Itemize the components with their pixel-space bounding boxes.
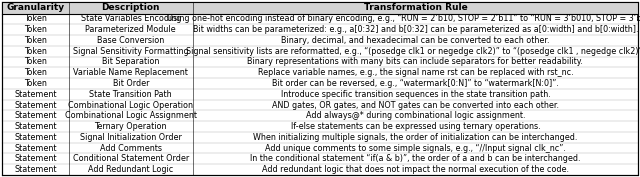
- Text: Signal Initialization Order: Signal Initialization Order: [80, 133, 182, 142]
- Text: In the conditional statement “if(a & b)”, the order of a and b can be interchang: In the conditional statement “if(a & b)”…: [250, 154, 580, 163]
- Text: Statement: Statement: [14, 111, 57, 120]
- Text: Token: Token: [24, 79, 47, 88]
- Text: Statement: Statement: [14, 144, 57, 153]
- Text: Add unique comments to some simple signals, e.g., “//Input signal clk_nc”.: Add unique comments to some simple signa…: [265, 144, 566, 153]
- Text: Token: Token: [24, 58, 47, 66]
- Text: State Variables Encoding: State Variables Encoding: [81, 14, 181, 23]
- Text: Combinational Logic Operation: Combinational Logic Operation: [68, 101, 193, 110]
- Text: Statement: Statement: [14, 90, 57, 99]
- Text: Add Comments: Add Comments: [100, 144, 162, 153]
- Text: State Transition Path: State Transition Path: [90, 90, 172, 99]
- Text: Replace variable names, e.g., the signal name rst can be replaced with rst_nc.: Replace variable names, e.g., the signal…: [257, 68, 573, 77]
- Text: AND gates, OR gates, and NOT gates can be converted into each other.: AND gates, OR gates, and NOT gates can b…: [272, 101, 559, 110]
- Text: Add Redundant Logic: Add Redundant Logic: [88, 165, 173, 174]
- Text: Transformation Rule: Transformation Rule: [364, 3, 467, 12]
- Text: Signal Sensitivity Formatting: Signal Sensitivity Formatting: [73, 47, 189, 56]
- Text: Signal sensitivity lists are reformatted, e.g., “(posedge clk1 or negedge clk2)”: Signal sensitivity lists are reformatted…: [186, 47, 640, 56]
- Text: Introduce specific transition sequences in the state transition path.: Introduce specific transition sequences …: [280, 90, 550, 99]
- Text: Base Conversion: Base Conversion: [97, 36, 164, 45]
- Text: Token: Token: [24, 68, 47, 77]
- Text: Combinational Logic Assignment: Combinational Logic Assignment: [65, 111, 196, 120]
- Text: Bit widths can be parameterized: e.g., a[0:32] and b[0:32] can be parameterized : Bit widths can be parameterized: e.g., a…: [193, 25, 638, 34]
- Text: Variable Name Replacement: Variable Name Replacement: [74, 68, 188, 77]
- Text: Ternary Operation: Ternary Operation: [95, 122, 167, 131]
- Text: Statement: Statement: [14, 122, 57, 131]
- Text: Token: Token: [24, 47, 47, 56]
- Text: Parameterized Module: Parameterized Module: [86, 25, 176, 34]
- Text: Token: Token: [24, 25, 47, 34]
- Bar: [2, 2, 638, 13]
- Text: Statement: Statement: [14, 154, 57, 163]
- Text: Add always@* during combinational logic assignment.: Add always@* during combinational logic …: [306, 111, 525, 120]
- Text: Binary, decimal, and hexadecimal can be converted to each other.: Binary, decimal, and hexadecimal can be …: [281, 36, 550, 45]
- Text: Binary representations with many bits can include separators for better readabil: Binary representations with many bits ca…: [248, 58, 583, 66]
- Text: Using one-hot encoding instead of binary encoding, e.g., “RUN = 2’b10, STOP = 2’: Using one-hot encoding instead of binary…: [168, 14, 640, 23]
- Text: Bit Order: Bit Order: [113, 79, 149, 88]
- Text: Granularity: Granularity: [6, 3, 65, 12]
- Text: If-else statements can be expressed using ternary operations.: If-else statements can be expressed usin…: [291, 122, 540, 131]
- Text: Statement: Statement: [14, 165, 57, 174]
- Text: Statement: Statement: [14, 101, 57, 110]
- Text: Description: Description: [102, 3, 160, 12]
- Text: Add redundant logic that does not impact the normal execution of the code.: Add redundant logic that does not impact…: [262, 165, 569, 174]
- Text: Bit order can be reversed, e.g., “watermark[0:N]” to “watermark[N:0]”.: Bit order can be reversed, e.g., “waterm…: [272, 79, 559, 88]
- Text: Token: Token: [24, 36, 47, 45]
- Text: Statement: Statement: [14, 133, 57, 142]
- Text: Token: Token: [24, 14, 47, 23]
- Text: Conditional Statement Order: Conditional Statement Order: [73, 154, 189, 163]
- Text: Bit Separation: Bit Separation: [102, 58, 159, 66]
- Text: When initializing multiple signals, the order of initialization can be interchan: When initializing multiple signals, the …: [253, 133, 577, 142]
